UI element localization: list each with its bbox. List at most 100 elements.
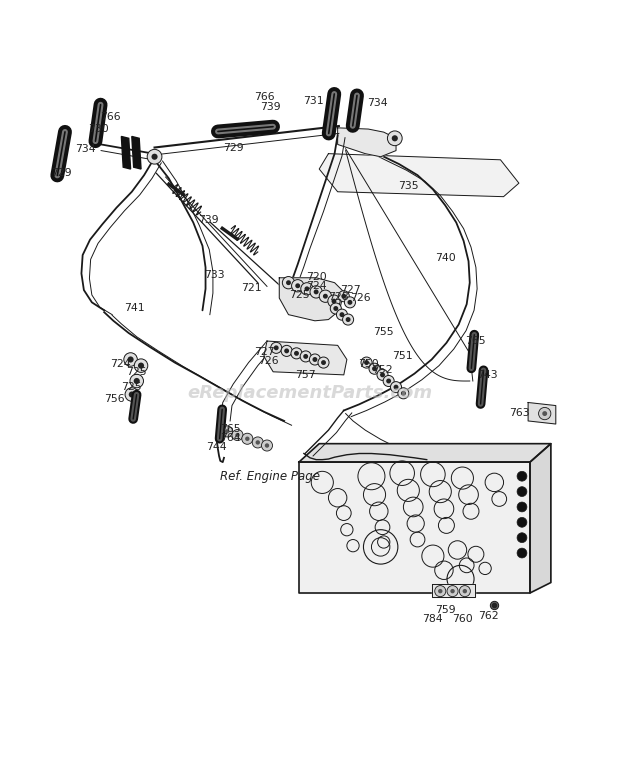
Text: 735: 735 (398, 181, 419, 190)
Circle shape (321, 360, 326, 365)
Text: 784: 784 (423, 614, 443, 624)
Text: 764: 764 (220, 433, 241, 443)
Circle shape (383, 376, 394, 386)
Text: 759: 759 (435, 604, 456, 615)
Circle shape (314, 290, 319, 294)
Circle shape (392, 135, 398, 142)
Circle shape (401, 391, 406, 395)
Text: 765: 765 (466, 336, 486, 346)
Circle shape (291, 280, 304, 292)
Text: 726: 726 (258, 357, 278, 367)
Text: 724: 724 (110, 359, 131, 369)
Circle shape (284, 348, 289, 354)
Polygon shape (338, 128, 396, 157)
Text: 760: 760 (452, 614, 473, 624)
Text: 734: 734 (76, 144, 96, 154)
Circle shape (300, 351, 311, 362)
Circle shape (271, 342, 281, 354)
Circle shape (235, 433, 240, 437)
Polygon shape (279, 278, 344, 321)
Text: 766: 766 (100, 112, 121, 122)
Circle shape (391, 382, 402, 392)
Text: 731: 731 (303, 97, 324, 107)
Text: 756: 756 (104, 395, 125, 405)
Text: Ref. Engine Page: Ref. Engine Page (220, 469, 320, 483)
Circle shape (388, 131, 402, 146)
Circle shape (262, 440, 273, 451)
Text: 739: 739 (198, 215, 219, 225)
Text: 765: 765 (220, 424, 241, 434)
Circle shape (517, 517, 527, 527)
Polygon shape (299, 443, 551, 462)
Circle shape (332, 299, 337, 303)
Circle shape (517, 548, 527, 558)
Circle shape (130, 374, 143, 388)
Circle shape (128, 357, 134, 363)
Circle shape (319, 290, 332, 303)
Text: 724: 724 (306, 280, 327, 291)
Circle shape (312, 357, 317, 362)
Circle shape (245, 437, 249, 441)
Circle shape (438, 589, 443, 594)
Circle shape (369, 363, 380, 374)
Polygon shape (432, 584, 475, 597)
Text: 763: 763 (508, 408, 529, 418)
Text: 741: 741 (125, 303, 145, 313)
Circle shape (328, 295, 340, 307)
Circle shape (318, 357, 329, 368)
Polygon shape (132, 136, 141, 169)
Circle shape (364, 360, 369, 365)
Circle shape (286, 280, 291, 285)
Text: 750: 750 (358, 359, 379, 369)
Circle shape (252, 437, 264, 448)
Circle shape (542, 411, 547, 416)
Circle shape (517, 502, 527, 512)
Circle shape (344, 297, 355, 308)
Circle shape (265, 443, 269, 448)
Circle shape (129, 392, 135, 398)
Text: 725: 725 (122, 383, 142, 392)
Text: 729: 729 (223, 142, 244, 152)
Text: 729: 729 (51, 168, 71, 178)
Polygon shape (264, 341, 347, 375)
Text: 757: 757 (294, 370, 316, 379)
Circle shape (345, 317, 350, 322)
Text: 720: 720 (306, 271, 327, 281)
Circle shape (242, 434, 253, 444)
Circle shape (386, 379, 391, 383)
Circle shape (539, 408, 551, 420)
Circle shape (125, 388, 138, 402)
Polygon shape (122, 136, 131, 169)
Text: 733: 733 (205, 271, 225, 280)
Polygon shape (530, 443, 551, 593)
Circle shape (221, 426, 232, 437)
Text: 751: 751 (392, 351, 412, 361)
Circle shape (274, 345, 278, 351)
Text: 739: 739 (260, 102, 280, 112)
Circle shape (343, 314, 353, 325)
Circle shape (294, 351, 299, 356)
Circle shape (124, 353, 138, 367)
Circle shape (342, 293, 346, 299)
Text: 727: 727 (254, 347, 274, 357)
Polygon shape (319, 154, 519, 197)
Polygon shape (528, 402, 556, 424)
Text: 727: 727 (340, 285, 361, 295)
Circle shape (232, 430, 243, 440)
Circle shape (151, 154, 157, 160)
Circle shape (135, 359, 148, 373)
Text: 725: 725 (126, 367, 147, 376)
Circle shape (134, 378, 140, 384)
Circle shape (309, 354, 321, 365)
Circle shape (517, 487, 527, 497)
Circle shape (347, 300, 352, 305)
Circle shape (463, 589, 467, 594)
Circle shape (447, 586, 458, 597)
Circle shape (282, 277, 294, 289)
Text: 752: 752 (372, 365, 393, 375)
Text: 726: 726 (350, 293, 371, 303)
Circle shape (340, 312, 344, 317)
Circle shape (295, 283, 300, 288)
Circle shape (377, 370, 388, 380)
Text: 740: 740 (435, 253, 456, 263)
